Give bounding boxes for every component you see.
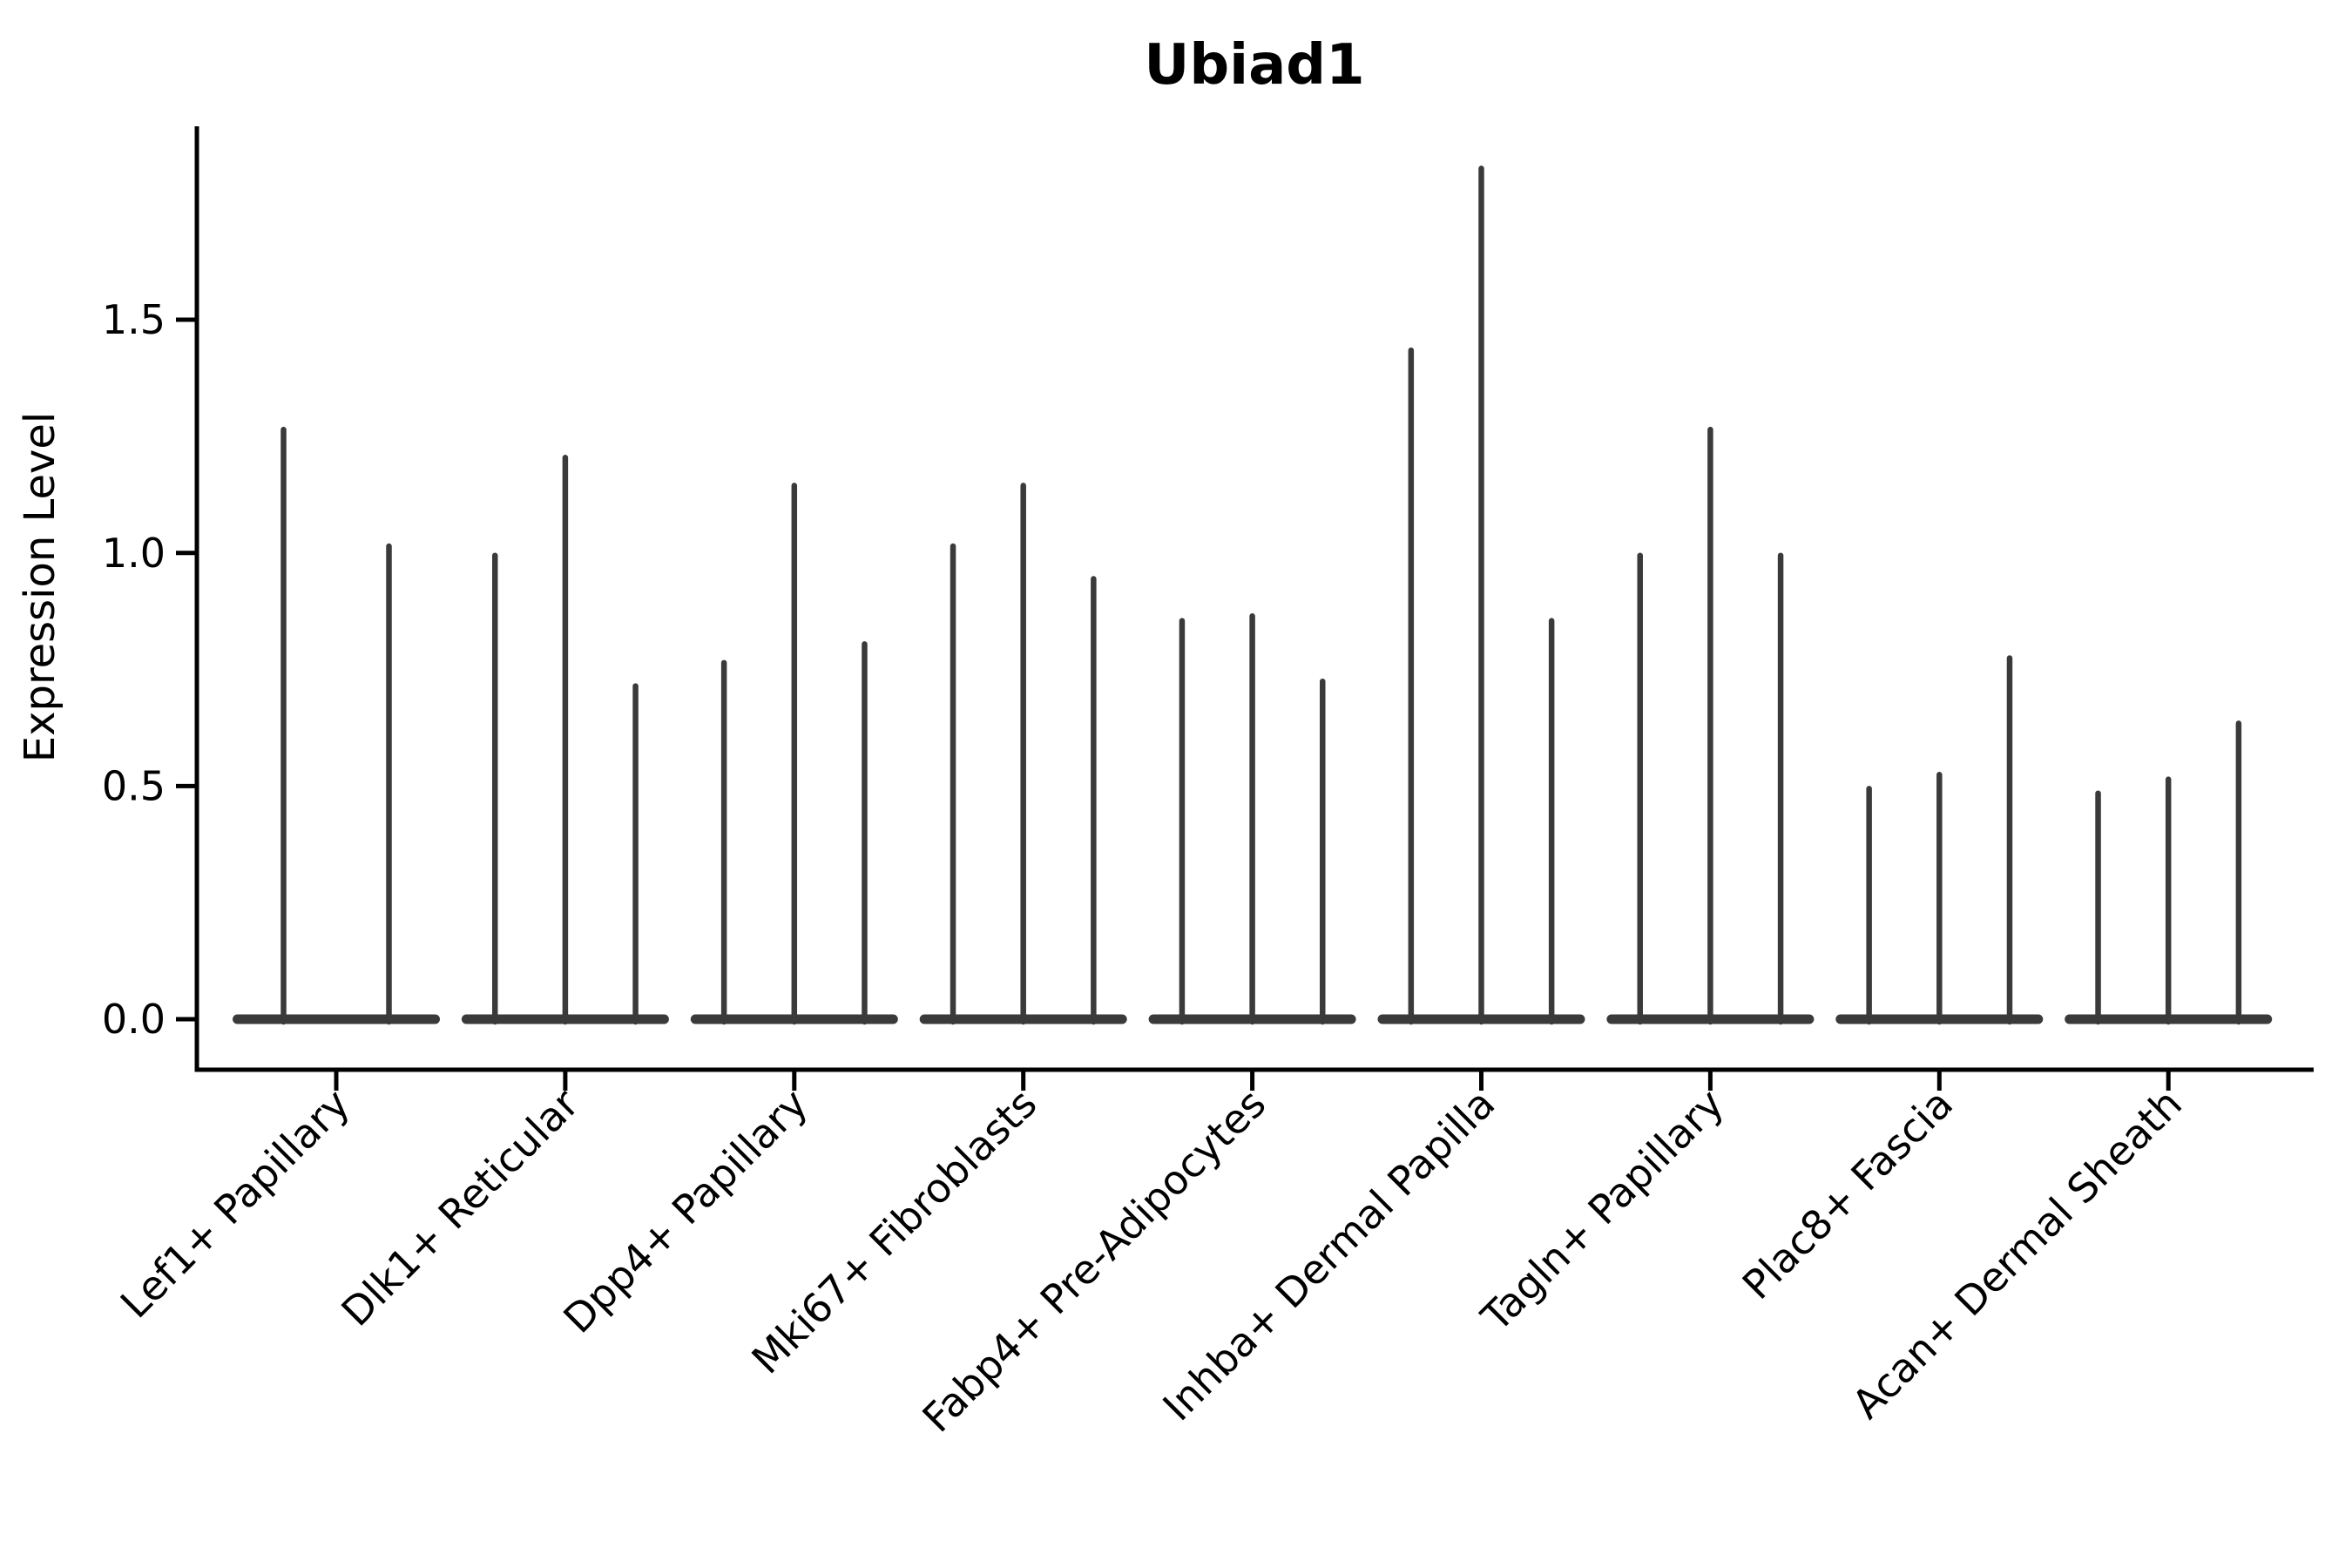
x-tick-label: Dpp4+ Papillary [554, 1080, 816, 1342]
y-tick-label: 0.0 [102, 996, 166, 1043]
x-tick-label: Plac8+ Fascia [1734, 1080, 1962, 1308]
x-tick-label: Lef1+ Papillary [112, 1080, 359, 1328]
violin-group [919, 483, 1127, 1025]
violin-group [1377, 166, 1585, 1025]
violin-group [461, 455, 669, 1025]
y-tick-label: 1.0 [102, 530, 166, 577]
violin-group [690, 483, 898, 1025]
violin-group [2065, 720, 2273, 1025]
violin-group [1835, 655, 2044, 1025]
violin-group [1148, 613, 1356, 1025]
violins-group [233, 166, 2273, 1025]
y-tick-label: 0.5 [102, 762, 166, 809]
y-tick-group: 0.0 0.5 1.0 1.5 [102, 296, 197, 1043]
violin-group [233, 426, 440, 1025]
violin-base [233, 1014, 440, 1024]
x-tick-label: Dlk1+ Reticular [332, 1080, 587, 1335]
violin-group [1606, 426, 1815, 1025]
y-tick-label: 1.5 [102, 296, 166, 343]
y-axis-label: Expression Level [16, 412, 64, 763]
x-tick-label: Tagln+ Papillary [1472, 1080, 1734, 1342]
chart-title: Ubiad1 [1144, 33, 1364, 98]
